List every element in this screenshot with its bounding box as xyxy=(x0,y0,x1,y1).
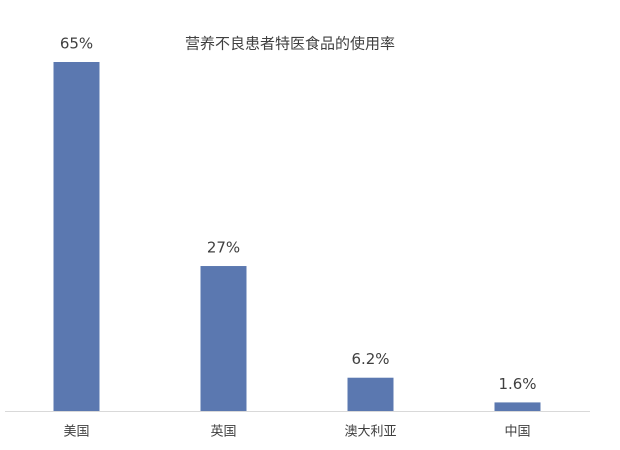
value-label: 1.6% xyxy=(498,375,536,393)
bar xyxy=(494,402,541,411)
x-tick-label: 中国 xyxy=(504,425,530,440)
value-label: 27% xyxy=(207,239,240,257)
x-tick-label: 澳大利亚 xyxy=(344,424,396,440)
chart-title: 营养不良患者特医食品的使用率 xyxy=(185,35,395,53)
value-label: 65% xyxy=(60,35,93,53)
bar xyxy=(347,377,394,411)
value-label: 6.2% xyxy=(351,350,389,368)
bar xyxy=(200,266,247,411)
bar xyxy=(53,62,100,411)
x-tick-label: 美国 xyxy=(63,425,89,440)
x-tick-label: 英国 xyxy=(210,425,236,440)
